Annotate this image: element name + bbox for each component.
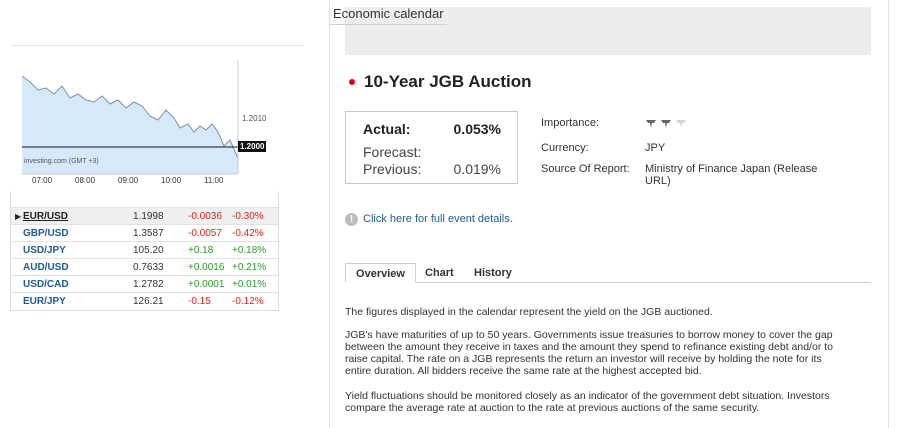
chart-level-label: 1.2010 (242, 114, 267, 123)
rate-percent: -0.30% (232, 211, 264, 222)
rate-change: +0.18 (188, 245, 214, 256)
japan-flag-icon (349, 79, 355, 85)
tab-chart[interactable]: Chart (425, 267, 454, 279)
rate-symbol[interactable]: USD/JPY (23, 245, 66, 256)
rate-symbol[interactable]: USD/CAD (23, 279, 69, 290)
rate-percent: -0.12% (232, 296, 264, 307)
rate-change: -0.15 (188, 296, 211, 307)
full-details-link-text[interactable]: Click here for full event details. (363, 213, 513, 225)
forecast-label: Forecast: (363, 144, 422, 160)
economic-calendar-panel (329, 0, 889, 428)
previous-value: 0.019% (453, 161, 501, 177)
rate-price: 1.2782 (133, 279, 164, 290)
source-label: Source Of Report: (541, 163, 630, 175)
tabs-divider (345, 282, 871, 283)
table-row[interactable]: EUR/JPY 126.21 -0.15 -0.12% (11, 292, 278, 309)
rate-symbol[interactable]: GBP/USD (23, 228, 69, 239)
ad-placeholder (345, 7, 871, 55)
source-value[interactable]: Ministry of Finance Japan (Release URL) (645, 163, 818, 187)
rate-change: -0.0057 (188, 228, 222, 239)
table-row[interactable]: USD/CAD 1.2782 +0.0001 +0.01% (11, 275, 278, 292)
bull-icon (676, 120, 686, 128)
importance-label: Importance: (541, 117, 600, 129)
rate-symbol[interactable]: AUD/USD (23, 262, 69, 273)
bull-icon (661, 120, 671, 128)
bull-icon (646, 120, 656, 128)
bull-icon-row (646, 120, 686, 128)
panel-title: Economic calendar (333, 6, 444, 21)
rate-percent: -0.42% (232, 228, 264, 239)
event-results-box: Actual: 0.053% Forecast: Previous: 0.019… (345, 111, 518, 184)
table-row[interactable]: USD/JPY 105.20 +0.18 +0.18% (11, 241, 278, 258)
rate-price: 1.3587 (133, 228, 164, 239)
event-title: 10-Year JGB Auction (364, 72, 532, 91)
chart-watermark: investing.com (GMT +3) (24, 158, 99, 165)
price-chart[interactable]: 1.2010 1.2000 investing.com (GMT +3) 07:… (10, 45, 304, 191)
rate-symbol[interactable]: EUR/USD (23, 211, 69, 222)
actual-value: 0.053% (453, 121, 501, 137)
rate-percent: +0.18% (232, 245, 267, 256)
tab-history[interactable]: History (474, 267, 512, 279)
overview-paragraph-3: Yield fluctuations should be monitored c… (345, 390, 830, 414)
chart-time-label: 10:00 (161, 176, 182, 185)
rate-price: 126.21 (133, 296, 164, 307)
currency-rates-table: ▶ EUR/USD 1.1998 -0.0036 -0.30% GBP/USD … (10, 191, 279, 311)
rate-percent: +0.01% (232, 279, 267, 290)
price-chart-svg (21, 60, 239, 175)
overview-paragraph-1: The figures displayed in the calendar re… (345, 306, 713, 318)
chart-time-label: 11:00 (204, 176, 224, 185)
chart-time-label: 09:00 (118, 176, 139, 185)
chart-current-price: 1.2000 (238, 141, 267, 152)
rate-price: 1.1998 (133, 211, 164, 222)
previous-label: Previous: (363, 161, 422, 177)
table-row[interactable]: AUD/USD 0.7633 +0.0016 +0.21% (11, 258, 278, 275)
rate-change: +0.0001 (188, 279, 225, 290)
rate-percent: +0.21% (232, 262, 267, 273)
rate-price: 0.7633 (133, 262, 164, 273)
actual-label: Actual: (363, 121, 411, 137)
title-divider (329, 24, 447, 25)
currency-label: Currency: (541, 142, 589, 154)
tab-overview[interactable]: Overview (345, 263, 416, 283)
chart-time-label: 07:00 (32, 176, 53, 185)
info-icon: ! (345, 213, 358, 226)
rate-change: +0.0016 (188, 262, 225, 273)
selected-arrow-icon: ▶ (15, 212, 22, 221)
currency-value: JPY (645, 142, 666, 154)
importance-bulls (645, 117, 693, 135)
table-row[interactable]: ▶ EUR/USD 1.1998 -0.0036 -0.30% (11, 207, 278, 224)
rate-change: -0.0036 (188, 211, 222, 222)
chart-time-label: 08:00 (75, 176, 96, 185)
overview-paragraph-2: JGB's have maturities of up to 50 years.… (345, 329, 833, 377)
table-row[interactable]: GBP/USD 1.3587 -0.0057 -0.42% (11, 224, 278, 241)
rate-symbol[interactable]: EUR/JPY (23, 296, 66, 307)
rate-price: 105.20 (133, 245, 164, 256)
